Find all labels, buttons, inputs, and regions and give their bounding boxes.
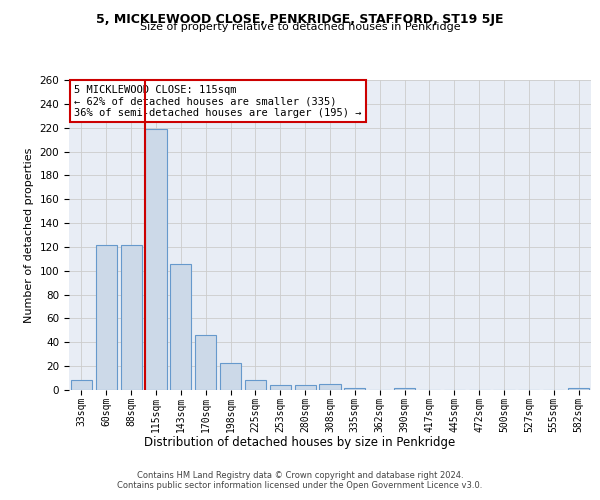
Y-axis label: Number of detached properties: Number of detached properties (24, 148, 34, 322)
Text: Distribution of detached houses by size in Penkridge: Distribution of detached houses by size … (145, 436, 455, 449)
Bar (394, 388, 415, 390)
Bar (295, 385, 316, 390)
Bar (568, 388, 589, 390)
Text: Contains HM Land Registry data © Crown copyright and database right 2024.: Contains HM Land Registry data © Crown c… (137, 472, 463, 480)
Text: Size of property relative to detached houses in Penkridge: Size of property relative to detached ho… (140, 22, 460, 32)
Bar (170, 264, 191, 390)
Text: Contains public sector information licensed under the Open Government Licence v3: Contains public sector information licen… (118, 482, 482, 490)
Bar (270, 385, 291, 390)
Bar (319, 384, 341, 390)
Bar (96, 244, 117, 390)
Bar (145, 129, 167, 390)
Bar (121, 244, 142, 390)
Bar (195, 335, 216, 390)
Text: 5, MICKLEWOOD CLOSE, PENKRIDGE, STAFFORD, ST19 5JE: 5, MICKLEWOOD CLOSE, PENKRIDGE, STAFFORD… (96, 12, 504, 26)
Text: 5 MICKLEWOOD CLOSE: 115sqm
← 62% of detached houses are smaller (335)
36% of sem: 5 MICKLEWOOD CLOSE: 115sqm ← 62% of deta… (74, 84, 362, 118)
Bar (220, 362, 241, 390)
Bar (245, 380, 266, 390)
Bar (71, 380, 92, 390)
Bar (344, 388, 365, 390)
